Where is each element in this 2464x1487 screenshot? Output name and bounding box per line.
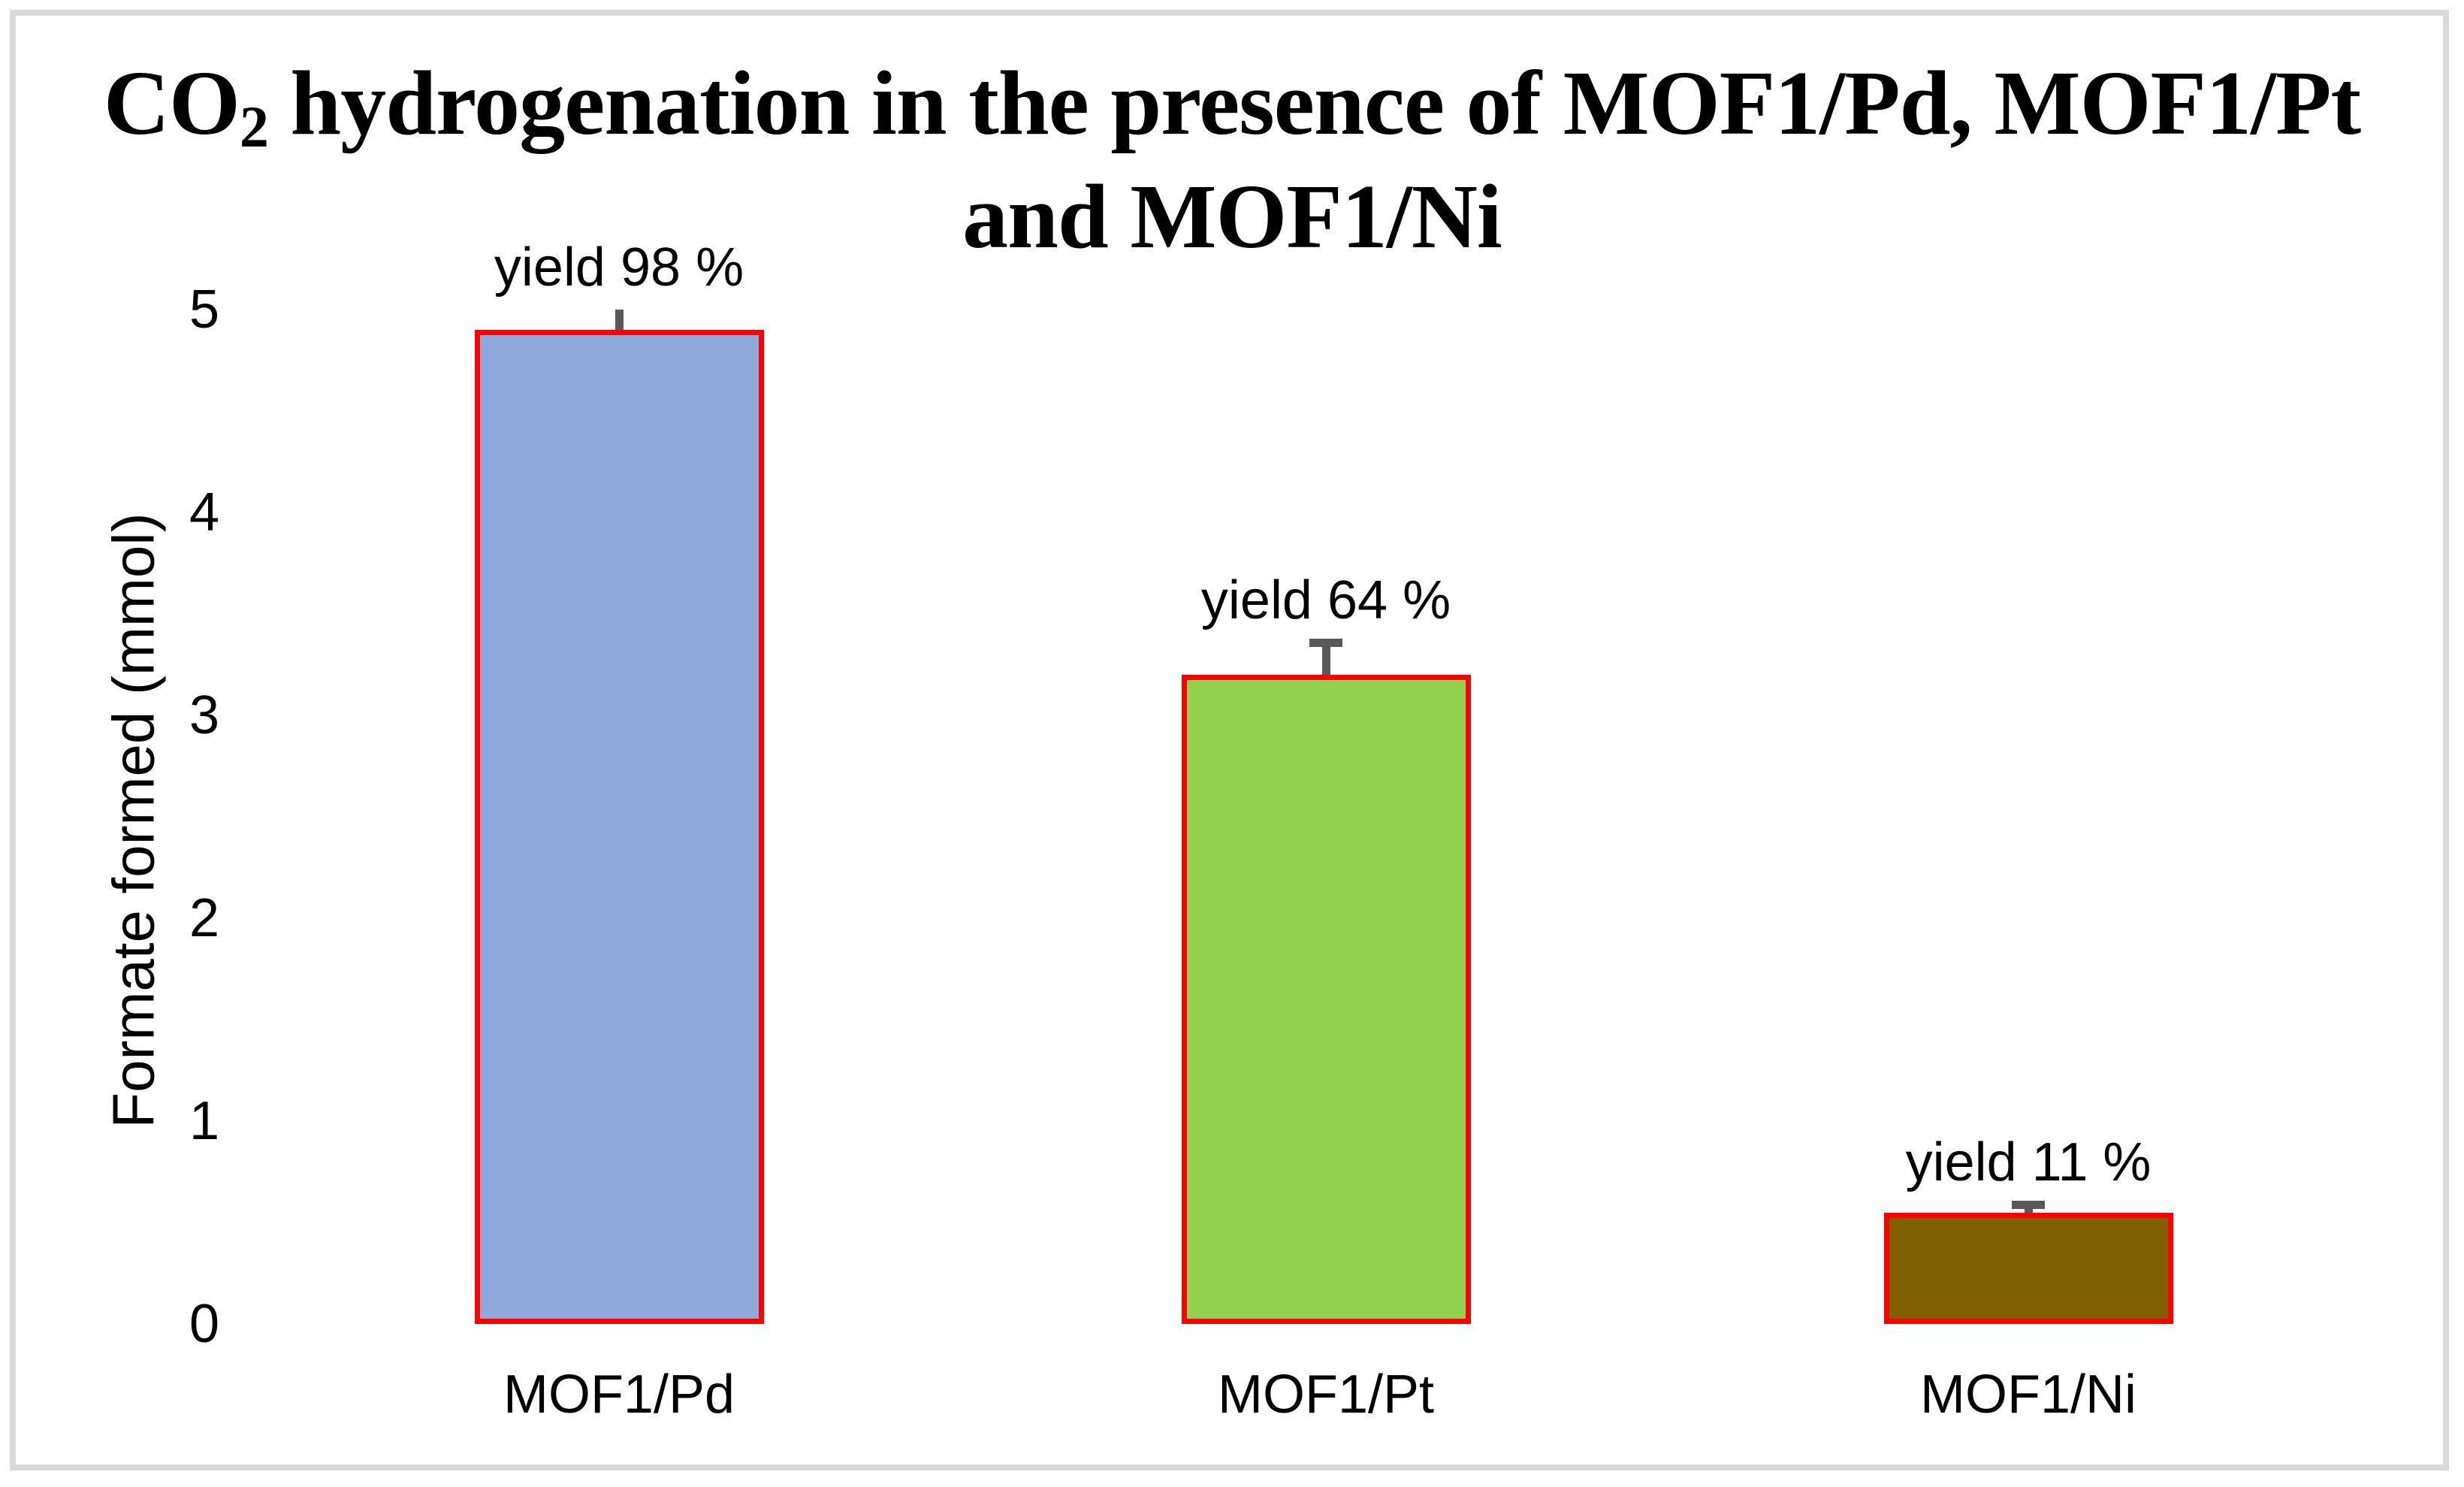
y-tick-label-5: 5 (189, 280, 219, 340)
x-tick-label: MOF1/Pd (503, 1365, 735, 1425)
bar-mof1-pd (474, 330, 764, 1324)
bar-annotation: yield 98 % (494, 237, 744, 298)
x-tick-label: MOF1/Pt (1217, 1365, 1435, 1425)
error-bar-line (2025, 1204, 2033, 1221)
y-tick-label-1: 1 (189, 1091, 219, 1151)
title-subscript: 2 (239, 94, 269, 160)
y-axis-title: Formate formed (mmol) (100, 512, 167, 1129)
error-bar-top-cap (1309, 638, 1342, 647)
bar-mof1-pt (1181, 675, 1471, 1324)
y-tick-label-2: 2 (189, 888, 219, 948)
title-text-pre: CO (103, 53, 240, 154)
bar-annotation: yield 64 % (1200, 570, 1451, 630)
chart-title: CO2 hydrogenation in the presence of MOF… (0, 47, 2464, 274)
y-tick-label-4: 4 (189, 482, 219, 543)
chart-border-frame (10, 10, 2449, 1470)
error-bar-top-cap (2012, 1200, 2045, 1209)
bar-annotation: yield 11 % (1905, 1132, 2151, 1192)
bar-mof1-ni (1883, 1212, 2173, 1324)
chart-title-line1: CO2 hydrogenation in the presence of MOF… (0, 47, 2464, 160)
title-text-rest: hydrogenation in the presence of MOF1/Pd… (267, 53, 2361, 154)
x-tick-label: MOF1/Ni (1920, 1365, 2136, 1425)
y-tick-label-0: 0 (189, 1294, 219, 1354)
chart-title-line2: and MOF1/Ni (962, 166, 1502, 268)
y-tick-label-3: 3 (189, 685, 219, 745)
